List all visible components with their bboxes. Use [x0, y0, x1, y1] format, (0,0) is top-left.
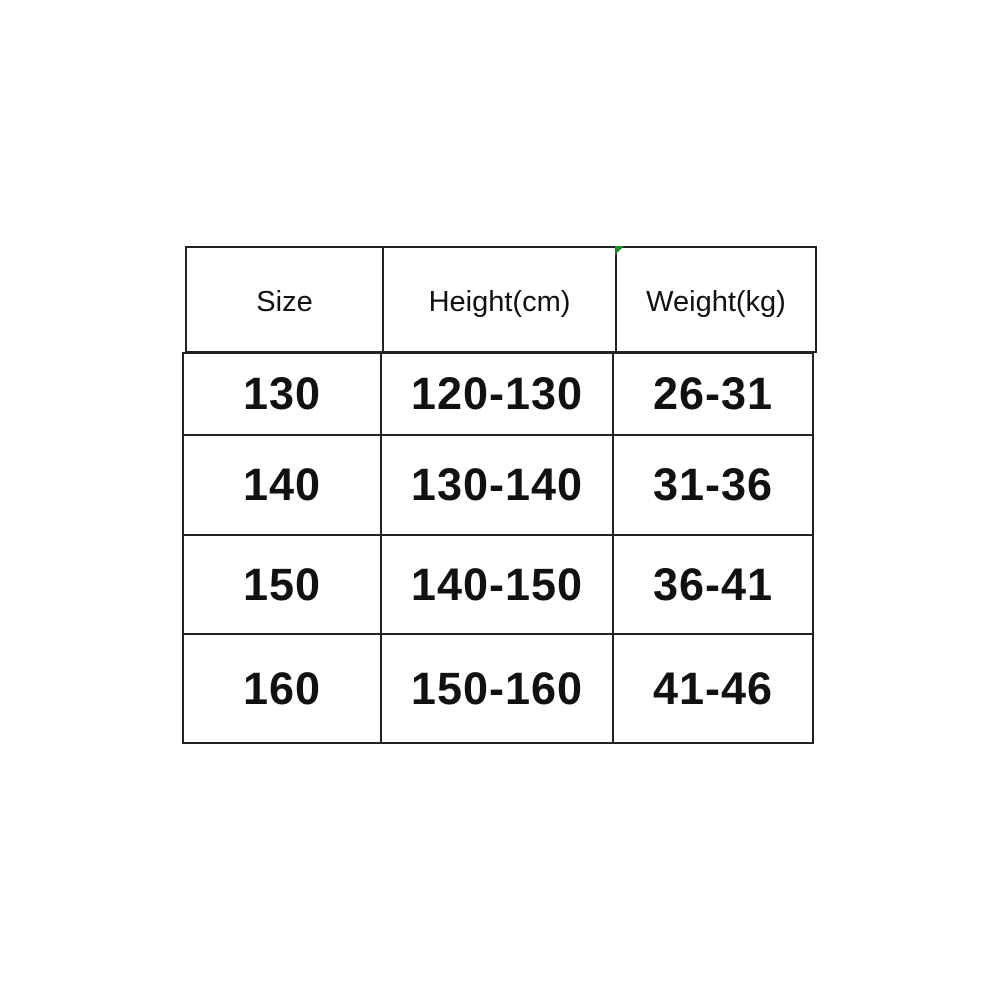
- cell-size: 160: [182, 633, 382, 744]
- table-row: 150 140-150 36-41: [182, 534, 814, 635]
- cell-corner-mark: [615, 246, 624, 255]
- header-weight: Weight(kg): [615, 246, 817, 353]
- cell-weight: 26-31: [612, 352, 814, 436]
- cell-height: 150-160: [380, 633, 614, 744]
- table-row: 160 150-160 41-46: [182, 633, 814, 744]
- cell-height: 140-150: [380, 534, 614, 635]
- table-row: 130 120-130 26-31: [182, 352, 814, 436]
- table-row: 140 130-140 31-36: [182, 434, 814, 536]
- header-height: Height(cm): [382, 246, 617, 353]
- cell-weight: 36-41: [612, 534, 814, 635]
- size-chart-header: Size Height(cm) Weight(kg): [185, 246, 817, 353]
- cell-weight: 41-46: [612, 633, 814, 744]
- header-size: Size: [185, 246, 384, 353]
- size-chart-table: 130 120-130 26-31 140 130-140 31-36 150 …: [182, 352, 814, 744]
- cell-height: 120-130: [380, 352, 614, 436]
- cell-size: 150: [182, 534, 382, 635]
- cell-size: 140: [182, 434, 382, 536]
- cell-height: 130-140: [380, 434, 614, 536]
- header-row: Size Height(cm) Weight(kg): [185, 246, 817, 353]
- cell-weight: 31-36: [612, 434, 814, 536]
- cell-size: 130: [182, 352, 382, 436]
